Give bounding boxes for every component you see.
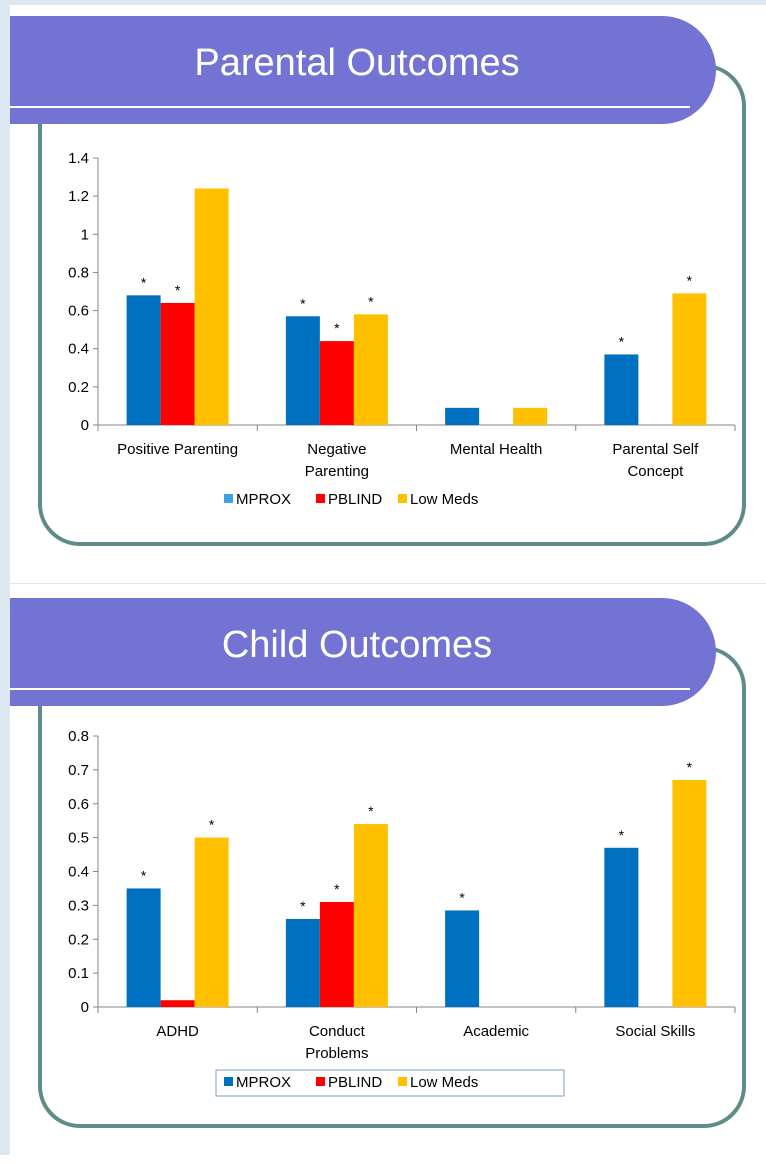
y-tick-label: 0: [81, 999, 89, 1016]
y-tick-label: 0: [81, 417, 89, 434]
significance-marker: *: [368, 293, 374, 309]
y-tick-label: 0.5: [68, 830, 89, 847]
title-underline: [10, 688, 690, 690]
significance-marker: *: [619, 827, 625, 843]
top-margin-strip: [0, 0, 766, 5]
y-tick-label: 0.4: [68, 341, 89, 358]
chart-svg: 0 0.2 0.4 0.6 0.8 1 1.2 1.4 * * Positive Parenting…: [10, 16, 746, 546]
y-tick-label: 0.3: [68, 897, 89, 914]
x-category-label: Parental Self: [612, 441, 699, 458]
bar-mprox-social-skills: [604, 847, 639, 1007]
slide-divider: [10, 583, 766, 584]
title-underline: [10, 106, 690, 108]
legend-swatch-pblind: [316, 494, 325, 503]
x-category-label: Conduct: [309, 1023, 366, 1040]
y-tick-label: 0.1: [68, 965, 89, 982]
chart-title: Child Outcomes: [221, 624, 493, 666]
legend-box: [215, 1069, 565, 1097]
y-tick-label: 0.7: [68, 762, 89, 779]
bar-mprox-positive-parenting: [126, 295, 161, 425]
bar-mprox-academic: [445, 910, 480, 1007]
x-category-label: Mental Health: [450, 441, 543, 458]
legend-label-low-meds: Low Meds: [410, 1074, 478, 1091]
x-category-label: Social Skills: [615, 1023, 695, 1040]
bar-mprox-conduct-problems: [285, 918, 320, 1007]
bar-low-meds-negative-parenting: [353, 314, 388, 425]
legend-swatch-pblind: [316, 1077, 325, 1086]
chart-title: Parental Outcomes: [194, 42, 520, 84]
legend-label-mprox: MPROX: [236, 491, 291, 508]
legend-swatch-low-meds: [398, 1077, 407, 1086]
y-tick-label: 0.8: [68, 728, 89, 745]
bar-mprox-negative-parenting: [285, 316, 320, 425]
significance-marker: *: [619, 333, 625, 349]
significance-marker: *: [175, 282, 181, 298]
y-tick-label: 0.2: [68, 379, 89, 396]
bar-low-meds-adhd: [194, 837, 229, 1007]
significance-marker: *: [300, 295, 306, 311]
chart-frame: [38, 646, 746, 1128]
legend-swatch-mprox: [224, 494, 233, 503]
significance-marker: *: [334, 320, 340, 336]
bar-low-meds-parental-self-concept: [672, 293, 707, 425]
bar-pblind-adhd: [160, 1000, 195, 1007]
chart-svg: 0 0.1 0.2 0.3 0.4 0.5 0.6 0.7 0.8 * * ADHD * * * Conduc…: [10, 598, 746, 1128]
x-category-label: Positive Parenting: [117, 441, 238, 458]
x-category-label: Concept: [627, 463, 684, 480]
bar-low-meds-positive-parenting: [194, 188, 229, 425]
significance-marker: *: [687, 272, 693, 288]
significance-marker: *: [368, 803, 374, 819]
legend-label-pblind: PBLIND: [328, 1074, 382, 1091]
legend-label-mprox: MPROX: [236, 1074, 291, 1091]
significance-marker: *: [459, 889, 465, 905]
y-tick-label: 1.2: [68, 188, 89, 205]
y-tick-label: 0.6: [68, 303, 89, 320]
y-tick-label: 0.8: [68, 264, 89, 281]
y-tick-label: 0.6: [68, 796, 89, 813]
significance-marker: *: [141, 867, 147, 883]
x-category-label: ADHD: [156, 1023, 199, 1040]
title-banner: [10, 598, 716, 706]
legend-swatch-low-meds: [398, 494, 407, 503]
bar-mprox-parental-self-concept: [604, 354, 639, 425]
y-tick-label: 0.2: [68, 931, 89, 948]
bar-mprox-adhd: [126, 888, 161, 1007]
bar-pblind-conduct-problems: [319, 901, 354, 1007]
title-banner: [10, 16, 716, 124]
x-category-label: Academic: [463, 1023, 529, 1040]
bar-low-meds-mental-health: [513, 407, 548, 425]
bar-mprox-mental-health: [445, 407, 480, 425]
x-category-label: Negative: [307, 441, 366, 458]
x-category-label: Parenting: [305, 463, 369, 480]
legend-swatch-mprox: [224, 1077, 233, 1086]
significance-marker: *: [687, 759, 693, 775]
legend-label-low-meds: Low Meds: [410, 491, 478, 508]
legend-label-pblind: PBLIND: [328, 491, 382, 508]
left-margin-strip: [0, 0, 10, 1155]
bar-pblind-positive-parenting: [160, 302, 195, 425]
significance-marker: *: [209, 817, 215, 833]
significance-marker: *: [334, 881, 340, 897]
y-tick-label: 1: [81, 226, 89, 243]
bar-low-meds-conduct-problems: [353, 824, 388, 1007]
significance-marker: *: [141, 274, 147, 290]
y-tick-label: 1.4: [68, 150, 89, 167]
parental-outcomes-panel: 0 0.2 0.4 0.6 0.8 1 1.2 1.4 * * Positive Parenting…: [10, 8, 766, 582]
bar-low-meds-social-skills: [672, 780, 707, 1007]
y-tick-label: 0.4: [68, 864, 89, 881]
child-outcomes-panel: 0 0.1 0.2 0.3 0.4 0.5 0.6 0.7 0.8 * * ADHD * * * Conduc…: [10, 590, 766, 1164]
x-category-label: Problems: [305, 1045, 368, 1062]
bar-pblind-negative-parenting: [319, 341, 354, 425]
significance-marker: *: [300, 898, 306, 914]
